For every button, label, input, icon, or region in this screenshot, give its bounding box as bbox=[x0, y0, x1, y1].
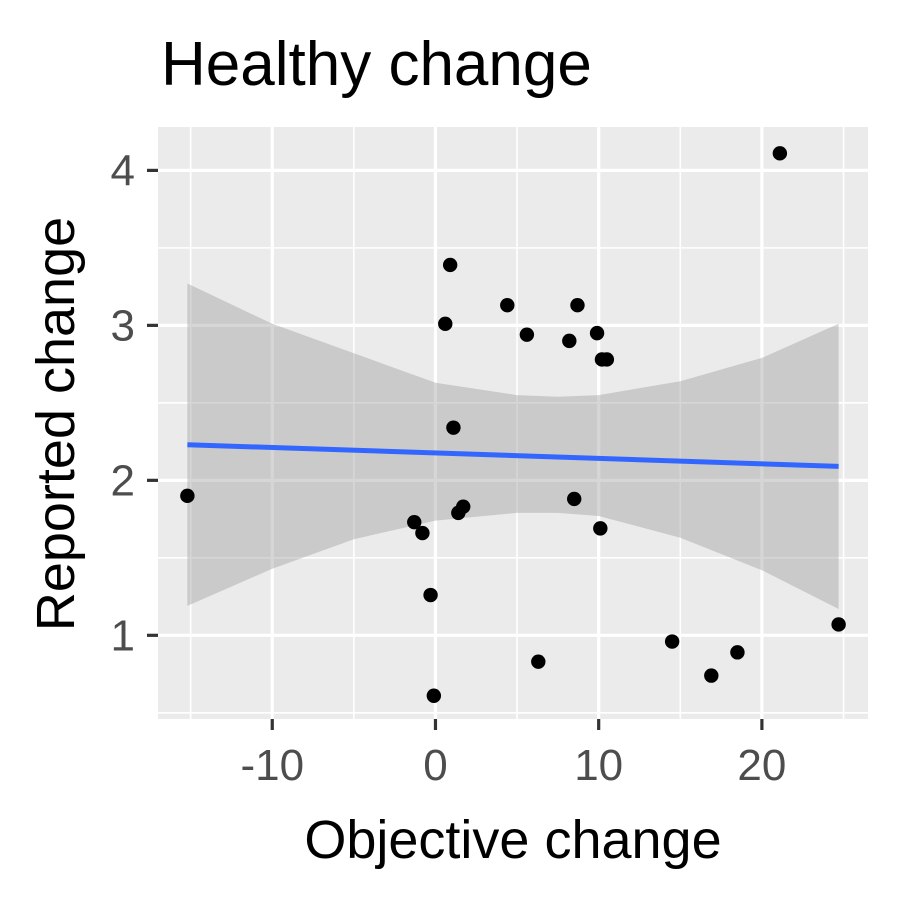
x-tick-label: -10 bbox=[240, 741, 304, 790]
data-point bbox=[423, 587, 438, 603]
data-point bbox=[442, 257, 458, 273]
x-axis-title: Objective change bbox=[304, 810, 721, 870]
y-tick-label: 2 bbox=[111, 456, 135, 505]
x-tick-label: 0 bbox=[423, 741, 447, 790]
data-point bbox=[567, 491, 582, 507]
confidence-band bbox=[187, 283, 839, 609]
y-axis-title: Reported change bbox=[26, 217, 86, 631]
x-axis: -10 0 10 20 bbox=[240, 719, 786, 790]
y-tick-label: 4 bbox=[111, 146, 135, 195]
data-point bbox=[407, 514, 422, 530]
data-point bbox=[593, 521, 608, 536]
data-point bbox=[180, 488, 195, 504]
x-tick-label: 10 bbox=[574, 741, 623, 790]
data-point bbox=[562, 333, 577, 349]
data-point bbox=[772, 146, 788, 161]
chart-title: Healthy change bbox=[161, 30, 592, 99]
data-point bbox=[531, 654, 546, 669]
data-point bbox=[704, 668, 719, 683]
data-point bbox=[831, 617, 846, 632]
data-points bbox=[180, 146, 846, 703]
trend-line-layer bbox=[187, 442, 839, 469]
data-point bbox=[446, 420, 461, 435]
trend-line bbox=[187, 442, 839, 469]
y-tick-label: 1 bbox=[111, 611, 135, 660]
major-gridlines bbox=[158, 127, 868, 719]
plot-panel bbox=[158, 127, 868, 719]
data-point bbox=[426, 688, 442, 703]
confidence-band-layer bbox=[187, 283, 839, 609]
data-point bbox=[589, 325, 605, 341]
data-point bbox=[730, 645, 745, 660]
y-tick-label: 3 bbox=[111, 301, 135, 350]
data-point bbox=[438, 316, 453, 332]
x-tick-label: 20 bbox=[737, 741, 786, 790]
data-point bbox=[456, 499, 471, 514]
y-axis: 1 2 3 4 bbox=[111, 146, 158, 660]
minor-gridlines bbox=[158, 127, 868, 719]
data-point bbox=[599, 352, 615, 367]
data-point bbox=[664, 634, 680, 649]
data-point bbox=[570, 298, 585, 313]
data-point bbox=[519, 327, 535, 342]
data-point bbox=[500, 298, 515, 313]
data-point bbox=[415, 525, 430, 541]
